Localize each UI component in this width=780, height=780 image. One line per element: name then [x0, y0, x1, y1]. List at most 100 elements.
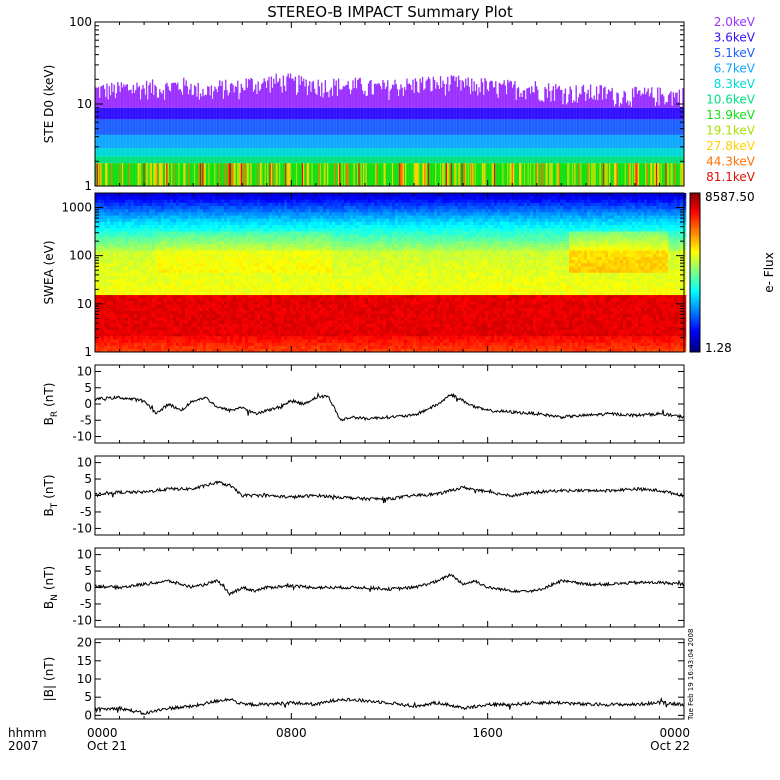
spectrum-bar	[375, 107, 377, 120]
spectrum-bar	[405, 134, 407, 149]
spectrum-bar	[496, 107, 498, 120]
heatmap-cell	[125, 307, 129, 311]
spectrum-bar	[587, 156, 589, 164]
spectrum-bar	[412, 156, 414, 164]
spectrum-bar	[347, 81, 349, 108]
spectrum-bar	[601, 99, 604, 108]
spectrum-bar	[208, 156, 210, 164]
spectrum-bar	[666, 156, 669, 164]
heatmap-cell	[167, 266, 171, 270]
heatmap-cell	[140, 345, 144, 350]
heatmap-cell	[137, 307, 141, 311]
spectrum-bar	[159, 119, 161, 135]
spectrum-bar	[124, 156, 126, 164]
heatmap-cell	[95, 339, 99, 343]
spectrum-bar	[112, 107, 114, 120]
spectrum-bar	[101, 156, 103, 164]
spectrum-bar	[111, 107, 113, 120]
spectrum-bar	[334, 107, 336, 120]
spectrum-bar	[484, 119, 486, 135]
spectrum-bar	[472, 134, 474, 149]
spectrum-bar	[109, 163, 112, 186]
heatmap-cell	[119, 336, 123, 340]
legend-entry: 44.3keV	[706, 155, 756, 169]
heatmap-cell	[116, 202, 120, 207]
spectrum-bar	[517, 87, 520, 108]
spectrum-bar	[286, 163, 288, 186]
spectrum-bar	[546, 134, 549, 149]
spectrum-bar	[544, 148, 546, 157]
spectrum-bar	[612, 107, 615, 120]
spectrum-bar	[634, 119, 636, 135]
spectrum-bar	[267, 107, 269, 120]
spectrum-bar	[454, 80, 456, 108]
spectrum-bar	[389, 90, 391, 108]
spectrum-bar	[181, 107, 184, 120]
spectrum-bar	[363, 156, 365, 164]
spectrum-bar	[295, 107, 298, 120]
heatmap-cell	[152, 313, 156, 318]
spectrum-bar	[497, 134, 499, 149]
spectrum-bar	[631, 156, 634, 164]
spectrum-bar	[450, 163, 453, 186]
heatmap-cell	[164, 320, 168, 324]
heatmap-cell	[152, 266, 156, 270]
spectrum-bar	[354, 134, 357, 149]
heatmap-cell	[110, 253, 114, 257]
heatmap-cell	[134, 310, 138, 315]
spectrum-bar	[677, 119, 679, 135]
heatmap-cell	[119, 196, 123, 200]
heatmap-cell	[158, 218, 162, 222]
heatmap-cell	[173, 212, 177, 216]
spectrum-bar	[174, 134, 177, 149]
heatmap-cell	[164, 285, 168, 289]
heatmap-cell	[125, 212, 129, 216]
spectrum-bar	[220, 163, 222, 186]
spectrum-bar	[646, 156, 648, 164]
heatmap-cell	[98, 310, 102, 315]
spectrum-bar	[216, 107, 219, 120]
heatmap-cell	[131, 282, 135, 286]
spectrum-bar	[481, 148, 484, 157]
spectrum-bar	[496, 93, 498, 108]
heatmap-cell	[137, 310, 141, 315]
heatmap-cell	[116, 231, 120, 235]
heatmap-cell	[122, 237, 126, 241]
heatmap-cell	[167, 278, 171, 283]
spectrum-bar	[183, 148, 185, 157]
spectrum-bar	[205, 107, 208, 120]
spectrum-bar	[577, 163, 580, 186]
spectrum-bar	[629, 101, 631, 108]
heatmap-cell	[149, 332, 153, 337]
spectrum-bar	[583, 91, 586, 108]
spectrum-bar	[322, 156, 324, 164]
spectrum-bar	[613, 106, 616, 108]
heatmap-cell	[161, 215, 165, 219]
heatmap-cell	[149, 237, 153, 241]
spectrum-bar	[565, 107, 568, 120]
spectrum-bar	[503, 80, 505, 108]
heatmap-cell	[140, 342, 144, 346]
spectrum-bar	[207, 148, 209, 157]
heatmap-cell	[167, 237, 171, 241]
heatmap-cell	[176, 317, 180, 321]
spectrum-bar	[415, 156, 418, 164]
heatmap-cell	[101, 269, 105, 273]
spectrum-bar	[400, 84, 402, 108]
spectrum-bar	[268, 119, 270, 135]
spectrum-bar	[657, 119, 659, 135]
heatmap-cell	[152, 285, 156, 289]
spectrum-bar	[490, 148, 492, 157]
spectrum-bar	[515, 163, 517, 186]
spectrum-bar	[286, 76, 288, 108]
heatmap-cell	[146, 221, 150, 226]
spectrum-bar	[499, 134, 502, 149]
spectrum-bar	[165, 119, 167, 135]
heatmap-cell	[119, 262, 123, 267]
heatmap-cell	[167, 221, 171, 226]
spectrum-bar	[567, 134, 569, 149]
spectrum-bar	[508, 163, 510, 186]
spectrum-bar	[241, 107, 244, 120]
spectrum-bar	[666, 134, 669, 149]
spectrum-bar	[525, 163, 527, 186]
